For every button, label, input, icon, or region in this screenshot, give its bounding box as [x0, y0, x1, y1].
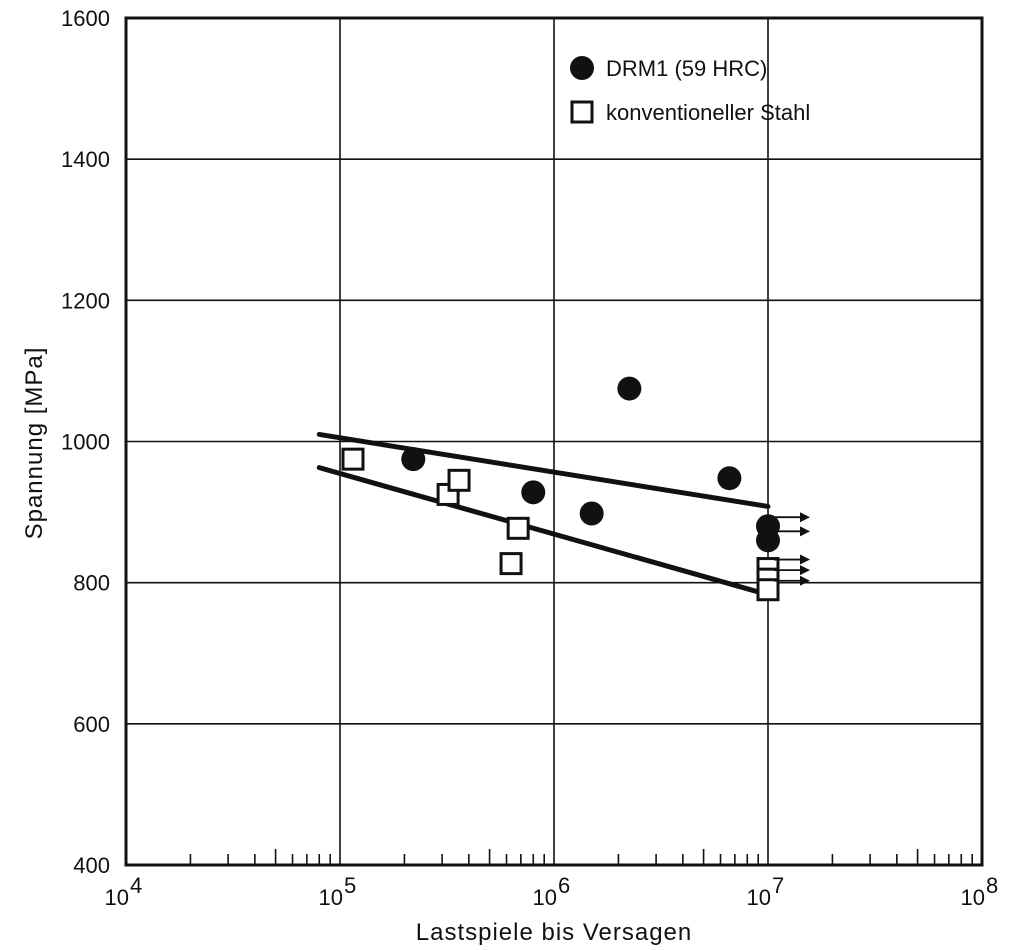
data-point-circle: [756, 528, 780, 553]
x-tick-base: 10: [533, 885, 557, 910]
markers: [341, 376, 780, 602]
runout-arrow: [774, 575, 810, 586]
y-tick-label: 1200: [61, 288, 110, 313]
legend-label: konventioneller Stahl: [606, 100, 810, 125]
data-point-square: [341, 447, 365, 471]
y-tick-labels: 400 600 800 1000 1200 1400 1600: [61, 6, 110, 878]
runout-arrow: [774, 565, 810, 576]
data-point-square: [756, 578, 780, 602]
x-tick-exponent: 4: [130, 873, 142, 898]
x-tick-labels: 10 4 10 5 10 6 10 7 10 8: [105, 873, 999, 910]
y-tick-label: 1000: [61, 430, 110, 455]
y-tick-label: 400: [73, 853, 110, 878]
x-tick-exponent: 6: [558, 873, 570, 898]
x-tick-exponent: 8: [986, 873, 998, 898]
data-point-circle: [617, 376, 642, 401]
runout-arrow-head: [800, 512, 810, 523]
data-point-circle: [579, 501, 604, 526]
runout-arrow-head: [800, 575, 810, 586]
y-tick-label: 1400: [61, 147, 110, 172]
x-tick-base: 10: [105, 885, 129, 910]
runout-arrow-head: [800, 565, 810, 576]
legend-square-icon: [570, 100, 594, 124]
y-tick-label: 800: [73, 571, 110, 596]
data-point-square: [447, 468, 471, 492]
trend-line: [316, 431, 771, 509]
runout-arrow-head: [800, 526, 810, 537]
runout-arrows: [774, 512, 810, 586]
trend-lines: [316, 431, 771, 598]
data-point-circle: [521, 480, 546, 505]
y-axis-title: Spannung [MPa]: [21, 347, 48, 540]
data-point-circle: [717, 466, 742, 491]
legend-label: DRM1 (59 HRC): [606, 56, 767, 81]
data-point-square: [506, 516, 530, 540]
x-tick-base: 10: [961, 885, 985, 910]
runout-arrow: [774, 512, 810, 523]
plot-frame: [124, 16, 984, 867]
x-tick-exponent: 5: [344, 873, 356, 898]
data-point-circle: [401, 447, 426, 472]
x-tick-exponent: 7: [772, 873, 784, 898]
runout-arrow-head: [800, 554, 810, 565]
trend-line: [316, 465, 771, 598]
legend-item: konventioneller Stahl: [570, 100, 810, 125]
minor-ticks: [189, 849, 974, 865]
y-tick-label: 1600: [61, 6, 110, 31]
x-axis-title: Lastspiele bis Versagen: [416, 919, 693, 946]
x-tick-label: 10 6: [533, 873, 571, 910]
legend: DRM1 (59 HRC) konventioneller Stahl: [570, 56, 810, 125]
legend-item: DRM1 (59 HRC): [570, 56, 767, 81]
legend-circle-icon: [570, 56, 594, 80]
x-tick-base: 10: [319, 885, 343, 910]
x-tick-label: 10 8: [961, 873, 999, 910]
data-point-square: [499, 552, 523, 576]
runout-arrow: [774, 554, 810, 565]
x-tick-label: 10 7: [747, 873, 785, 910]
x-tick-base: 10: [747, 885, 771, 910]
x-tick-label: 10 4: [105, 873, 143, 910]
x-tick-label: 10 5: [319, 873, 357, 910]
runout-arrow: [774, 526, 810, 537]
y-tick-label: 600: [73, 712, 110, 737]
